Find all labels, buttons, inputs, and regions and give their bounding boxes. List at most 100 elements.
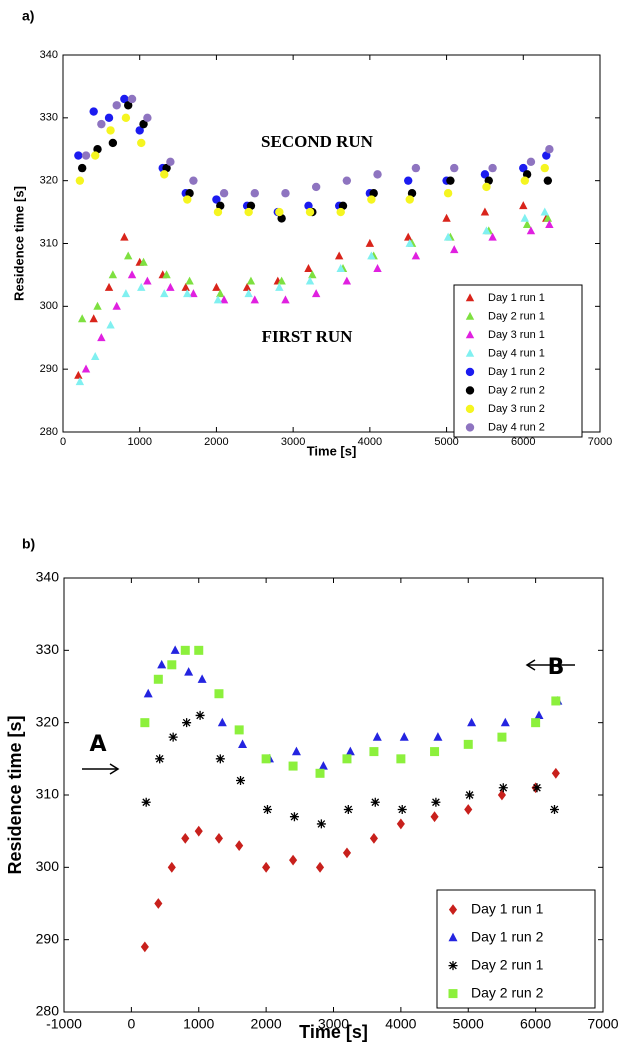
data-point: [137, 138, 146, 148]
data-point: [411, 251, 421, 260]
data-point: [467, 717, 477, 727]
legend-marker: [465, 348, 475, 357]
data-point: [250, 189, 259, 198]
x-tick-label: 4000: [358, 436, 382, 448]
data-point: [213, 207, 223, 217]
data-point: [399, 732, 409, 741]
annotation: B: [548, 655, 565, 680]
y-tick-label: 320: [40, 175, 58, 187]
legend-marker: [448, 961, 458, 971]
data-point: [519, 163, 528, 173]
data-point: [540, 163, 549, 173]
arrow-a-head: [109, 763, 120, 775]
data-point: [181, 833, 190, 844]
y-tick-label: 340: [36, 569, 60, 585]
data-point: [244, 289, 253, 298]
data-point: [526, 226, 536, 235]
annotation: A: [89, 732, 106, 757]
data-point: [522, 220, 532, 229]
data-point: [404, 176, 413, 185]
data-point: [277, 276, 286, 285]
x-tick-label: 7000: [588, 436, 612, 448]
data-point: [500, 717, 510, 727]
x-tick-label: 5000: [434, 436, 458, 448]
legend-marker: [465, 311, 475, 320]
data-point: [551, 767, 560, 779]
x-tick-label: 6000: [511, 436, 535, 448]
data-point: [534, 710, 544, 720]
data-point: [369, 747, 379, 757]
data-point: [288, 761, 298, 771]
x-tick-label: 5000: [453, 1015, 484, 1031]
x-tick-label: 6000: [520, 1015, 551, 1031]
data-point: [166, 157, 175, 167]
legend-marker: [465, 330, 475, 339]
data-point: [155, 754, 165, 764]
data-point: [167, 660, 177, 670]
data-point: [141, 797, 151, 807]
data-point: [531, 718, 541, 728]
data-point: [305, 207, 315, 217]
x-tick-label: 0: [127, 1015, 135, 1031]
data-point: [372, 732, 382, 741]
data-point: [195, 710, 205, 720]
data-point: [463, 739, 473, 749]
panel-label: a): [22, 8, 34, 24]
legend-label: Day 2 run 1: [488, 310, 545, 322]
data-point: [77, 314, 87, 323]
x-tick-label: 2000: [204, 436, 228, 448]
arrow-b-head: [525, 659, 536, 671]
data-point: [112, 101, 121, 110]
data-point: [183, 289, 192, 298]
data-point: [234, 725, 244, 735]
data-point: [367, 195, 376, 204]
y-tick-label: 300: [36, 858, 60, 874]
data-point: [167, 861, 176, 873]
x-tick-label: -1000: [46, 1015, 82, 1031]
data-point: [316, 819, 326, 829]
data-point: [370, 797, 380, 807]
data-point: [315, 861, 325, 873]
legend-label: Day 3 run 2: [488, 403, 545, 415]
data-point: [182, 718, 192, 728]
data-point: [108, 138, 118, 148]
data-point: [443, 189, 453, 198]
data-point: [97, 119, 106, 129]
data-point: [369, 833, 378, 844]
data-point: [545, 220, 554, 229]
legend-marker: [448, 904, 458, 915]
data-point: [365, 238, 375, 247]
data-point: [246, 276, 256, 285]
data-point: [342, 754, 352, 764]
data-point: [551, 696, 561, 706]
arrows: [82, 659, 575, 775]
data-point: [162, 270, 171, 279]
data-point: [89, 107, 98, 116]
data-point: [446, 176, 455, 185]
data-point: [89, 314, 98, 323]
data-point: [519, 201, 528, 210]
data-point: [197, 674, 207, 683]
x-tick-label: 2000: [251, 1015, 282, 1031]
x-tick-label: 1000: [127, 436, 151, 448]
x-tick-label: 3000: [281, 436, 305, 448]
y-tick-label: 310: [36, 786, 60, 802]
data-point: [262, 861, 271, 873]
data-point: [543, 213, 553, 222]
data-point: [289, 812, 299, 822]
data-point: [91, 151, 100, 160]
data-point: [433, 732, 443, 741]
legend-label: Day 2 run 2: [488, 384, 545, 396]
data-point: [520, 213, 530, 222]
y-tick-label: 310: [40, 237, 58, 249]
y-axis-title: Residence time [s]: [11, 186, 26, 301]
data-point: [74, 370, 83, 379]
data-point: [185, 276, 194, 285]
y-tick-label: 290: [36, 930, 60, 946]
data-point: [345, 746, 355, 756]
data-point: [343, 804, 353, 814]
data-point: [308, 270, 317, 279]
data-point: [189, 289, 198, 298]
x-axis-title: Time [s]: [299, 1022, 368, 1042]
